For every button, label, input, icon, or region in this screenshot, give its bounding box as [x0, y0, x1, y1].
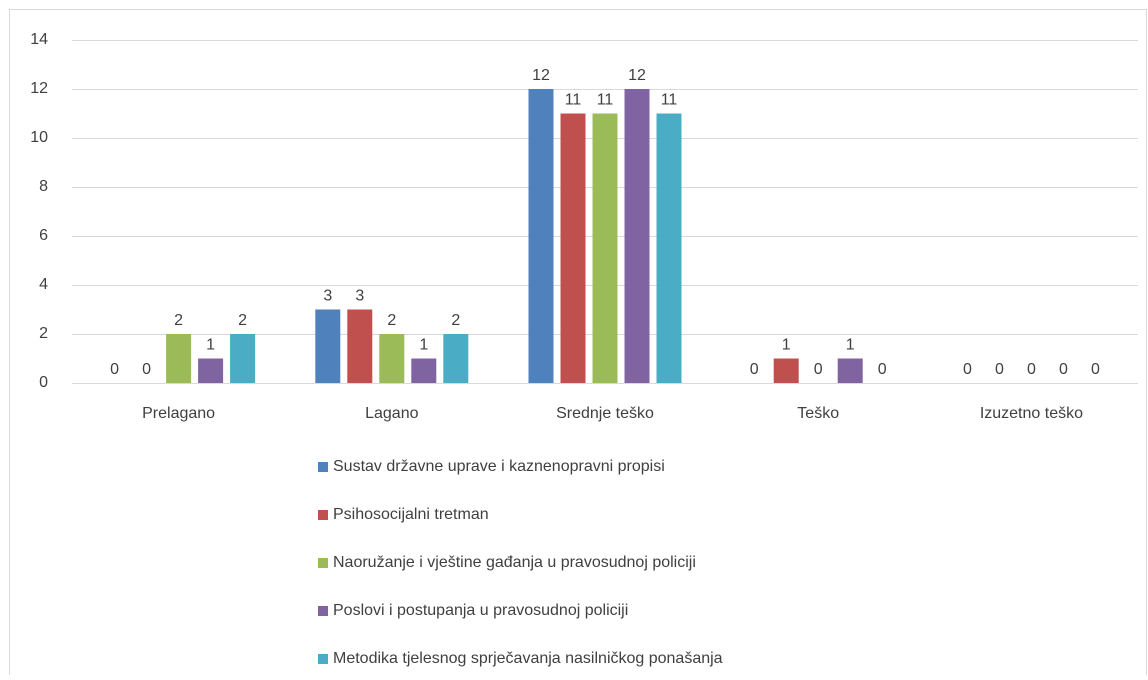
legend-swatch: [318, 606, 328, 616]
y-tick-label: 4: [39, 276, 48, 293]
data-label: 0: [1027, 361, 1036, 378]
data-label: 0: [142, 361, 151, 378]
bar: [560, 113, 586, 383]
data-label: 11: [597, 92, 614, 109]
x-tick-label: Teško: [797, 405, 839, 422]
y-tick-label: 0: [39, 374, 48, 391]
bar: [230, 334, 256, 383]
data-label: 3: [323, 288, 332, 305]
legend-label: Psihosocijalni tretman: [333, 506, 489, 523]
data-label: 0: [878, 361, 887, 378]
bar: [656, 113, 682, 383]
legend-swatch: [318, 654, 328, 664]
y-tick-label: 12: [30, 80, 48, 97]
x-tick-label: Srednje teško: [556, 405, 654, 422]
data-label: 0: [963, 361, 972, 378]
legend-label: Naoružanje i vještine gađanja u pravosud…: [333, 554, 696, 571]
data-label: 0: [1091, 361, 1100, 378]
legend-swatch: [318, 558, 328, 568]
bar: [411, 358, 437, 383]
bar: [379, 334, 405, 383]
data-label: 0: [750, 361, 759, 378]
data-label: 1: [782, 337, 791, 354]
y-tick-label: 6: [39, 227, 48, 244]
legend-swatch: [318, 510, 328, 520]
bar: [837, 358, 863, 383]
x-tick-label: Prelagano: [142, 405, 215, 422]
bar: [773, 358, 799, 383]
data-label: 0: [814, 361, 823, 378]
bar: [592, 113, 618, 383]
data-label: 2: [174, 312, 183, 329]
data-label: 12: [532, 67, 550, 84]
data-label: 1: [206, 337, 215, 354]
bar: [528, 89, 554, 383]
bar: [624, 89, 650, 383]
x-tick-label: Izuzetno teško: [980, 405, 1083, 422]
bar: [347, 309, 373, 383]
data-label: 1: [846, 337, 855, 354]
data-label: 0: [1059, 361, 1068, 378]
legend-swatch: [318, 462, 328, 472]
bar: [166, 334, 192, 383]
data-label: 2: [387, 312, 396, 329]
data-label: 2: [238, 312, 247, 329]
data-label: 3: [355, 288, 364, 305]
data-label: 12: [628, 67, 646, 84]
y-tick-label: 8: [39, 178, 48, 195]
legend-label: Metodika tjelesnog sprječavanja nasilnič…: [333, 650, 723, 667]
legend-label: Sustav državne uprave i kaznenopravni pr…: [333, 458, 665, 475]
y-tick-label: 14: [30, 31, 48, 48]
legend-label: Poslovi i postupanja u pravosudnoj polic…: [333, 602, 628, 619]
bar: [315, 309, 341, 383]
data-label: 11: [661, 92, 678, 109]
data-label: 0: [110, 361, 119, 378]
data-label: 0: [995, 361, 1004, 378]
data-label: 11: [565, 92, 582, 109]
bar: [443, 334, 469, 383]
y-tick-label: 2: [39, 325, 48, 342]
bar: [198, 358, 224, 383]
data-label: 2: [451, 312, 460, 329]
y-tick-label: 10: [30, 129, 48, 146]
chart-frame: [9, 9, 1147, 680]
data-label: 1: [419, 337, 428, 354]
x-tick-label: Lagano: [365, 405, 418, 422]
